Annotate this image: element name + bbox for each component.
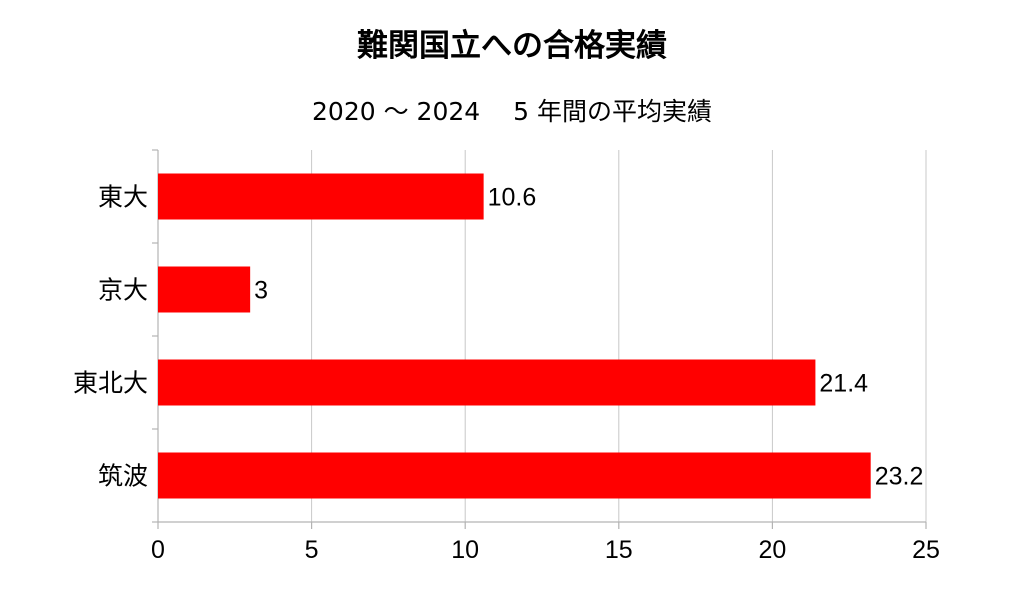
y-category-label: 京大 <box>98 277 148 305</box>
y-category-label: 東北大 <box>73 370 148 398</box>
y-category-label: 筑波 <box>98 463 148 491</box>
x-tick-label: 0 <box>151 536 165 564</box>
bars <box>158 173 871 499</box>
x-tick-label: 15 <box>605 536 633 564</box>
y-category-label: 東大 <box>98 184 148 212</box>
bar <box>158 173 484 220</box>
bar <box>158 452 871 499</box>
bar-data-label: 23.2 <box>875 463 924 491</box>
chart-title: 難関国立への合格実績 <box>357 28 667 64</box>
labels: 0 5 10 15 20 25 東大 10.6 京大 3 東北大 21.4 筑波 23.2 <box>73 184 940 565</box>
x-tick-label: 5 <box>305 536 319 564</box>
bar-data-label: 21.4 <box>819 370 868 398</box>
bar <box>158 266 251 313</box>
bar-data-label: 3 <box>254 277 268 305</box>
chart-subtitle: 2020 〜 2024 5 年間の平均実績 <box>312 97 712 126</box>
x-tick-label: 25 <box>912 536 940 564</box>
x-tick-label: 10 <box>451 536 479 564</box>
x-tick-label: 20 <box>758 536 786 564</box>
bar-data-label: 10.6 <box>488 184 537 212</box>
bar <box>158 359 816 406</box>
